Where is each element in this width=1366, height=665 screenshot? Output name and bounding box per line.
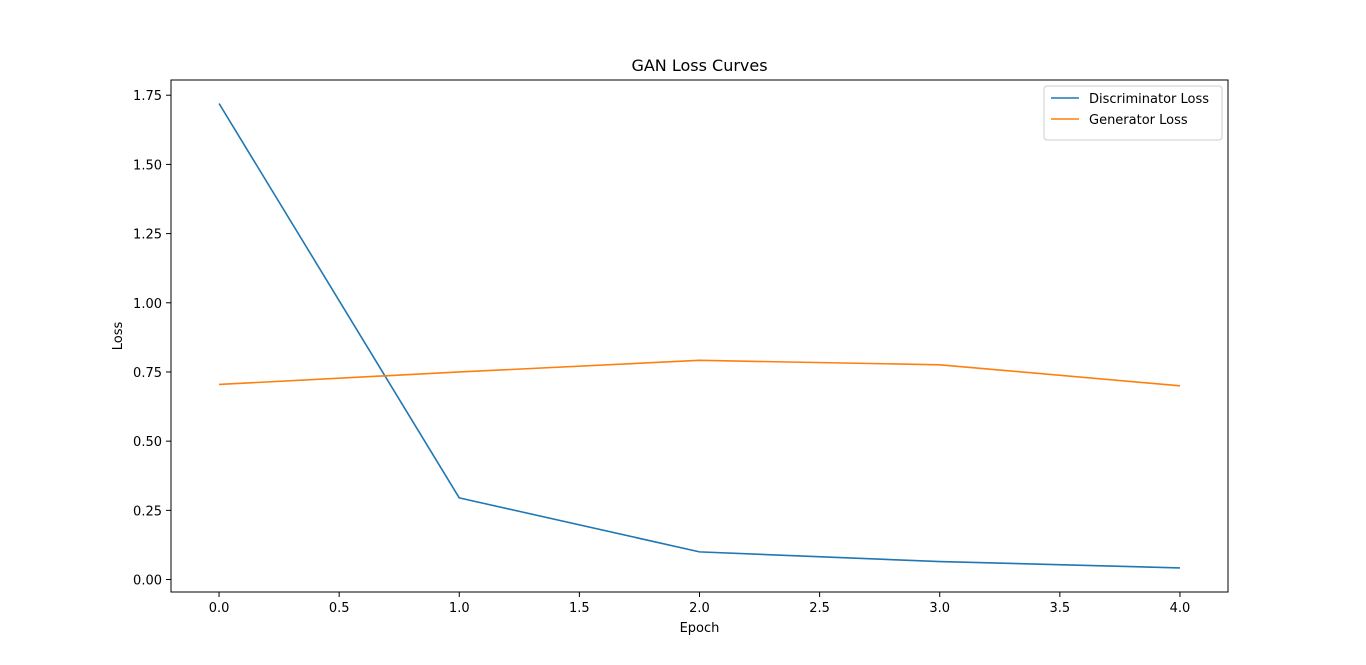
x-tick-label: 1.5 bbox=[569, 601, 590, 616]
series-line-generator-loss bbox=[219, 359, 1181, 387]
y-tick-label: 0.25 bbox=[133, 504, 162, 519]
x-axis-ticks: 0.0 0.5 1.0 1.5 2.0 2.5 3.0 3.5 4.0 bbox=[209, 592, 1191, 616]
x-tick-label: 0.5 bbox=[329, 601, 350, 616]
y-tick-label: 1.00 bbox=[133, 297, 162, 312]
series-line-discriminator-loss bbox=[218, 103, 1180, 569]
y-tick-label: 1.25 bbox=[133, 228, 162, 243]
x-axis-label: Epoch bbox=[680, 621, 720, 636]
legend: Discriminator Loss Generator Loss bbox=[1043, 85, 1223, 141]
chart-title: GAN Loss Curves bbox=[631, 56, 767, 75]
y-axis-ticks: 0.00 0.25 0.50 0.75 1.00 1.25 1.50 1.75 bbox=[133, 89, 171, 589]
y-tick-label: 1.75 bbox=[133, 89, 162, 104]
series-layer bbox=[218, 103, 1181, 569]
y-tick-label: 0.00 bbox=[133, 574, 162, 589]
x-tick-label: 0.0 bbox=[209, 601, 230, 616]
legend-label: Generator Loss bbox=[1089, 113, 1188, 128]
x-tick-label: 2.5 bbox=[809, 601, 830, 616]
legend-label: Discriminator Loss bbox=[1089, 92, 1209, 107]
plot-frame bbox=[170, 79, 1229, 593]
y-axis-label: Loss bbox=[111, 322, 126, 351]
x-tick-label: 4.0 bbox=[1170, 601, 1191, 616]
legend-box bbox=[1043, 85, 1223, 141]
x-tick-label: 3.5 bbox=[1049, 601, 1070, 616]
y-tick-label: 0.50 bbox=[133, 435, 162, 450]
x-tick-label: 3.0 bbox=[929, 601, 950, 616]
y-tick-label: 1.50 bbox=[133, 158, 162, 173]
x-tick-label: 2.0 bbox=[689, 601, 710, 616]
y-tick-label: 0.75 bbox=[133, 366, 162, 381]
x-tick-label: 1.0 bbox=[449, 601, 470, 616]
